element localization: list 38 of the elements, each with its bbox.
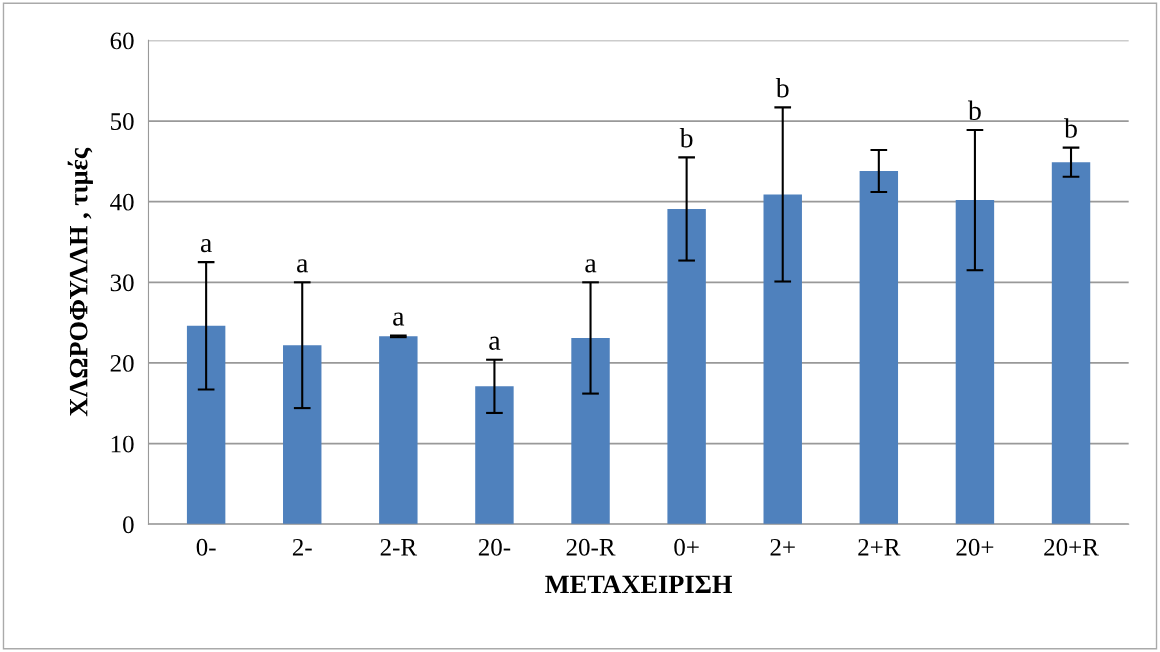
annotation: b (1064, 118, 1077, 138)
x-tick-label: 2+ (770, 538, 795, 556)
bar (667, 208, 706, 525)
y-tick-label: 20 (110, 355, 134, 372)
y-tick-label: 30 (110, 274, 134, 292)
x-tick-label: 2-R (380, 538, 418, 556)
bar (859, 171, 899, 525)
annotation: a (489, 336, 501, 350)
y-tick-label: 10 (111, 435, 134, 453)
x-tick-label: 0+ (674, 538, 699, 556)
x-tick-label: 20-R (566, 538, 616, 556)
y-tick-label: 60 (110, 32, 134, 50)
x-tick-label: 20+ (956, 538, 994, 556)
bar (186, 325, 226, 525)
bar (283, 345, 322, 525)
bar (763, 194, 802, 525)
bar (475, 386, 514, 525)
bar (955, 200, 995, 525)
annotation: a (585, 259, 597, 273)
y-tick-label: 40 (110, 193, 134, 211)
x-tick-label: 2- (292, 538, 312, 556)
bar (571, 337, 610, 525)
x-axis-title: ΜΕΤΑΧΕΙΡΙΣΗ (545, 575, 732, 593)
x-tick-label: 0- (196, 538, 216, 556)
x-tick-label: 2+R (858, 538, 901, 556)
x-tick-label: 20+R (1044, 538, 1099, 556)
annotation: a (200, 239, 212, 253)
x-tick-label: 20- (478, 538, 511, 556)
annotation: b (967, 100, 981, 121)
y-tick-label: 50 (111, 113, 134, 130)
bar (1051, 162, 1091, 525)
annotation: b (679, 127, 693, 148)
y-tick-label: 0 (123, 516, 134, 534)
annotation: b (775, 77, 789, 98)
bar (379, 336, 418, 525)
annotation: a (297, 259, 309, 273)
y-axis-title: ΧΛΩΡΟΦΥΛΛΗ , τιμές (67, 147, 93, 417)
annotation: a (393, 312, 405, 326)
